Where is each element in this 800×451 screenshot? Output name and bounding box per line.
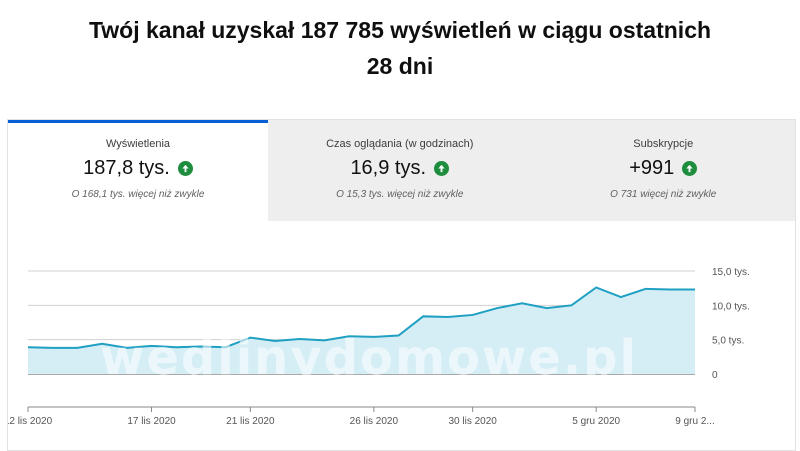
y-tick-label: 15,0 tys. <box>712 267 750 278</box>
y-tick-label: 5,0 tys. <box>712 336 744 347</box>
arrow-up-icon <box>682 161 697 176</box>
page-headline: Twój kanał uzyskał 187 785 wyświetleń w … <box>0 12 800 84</box>
arrow-up-icon <box>434 161 449 176</box>
headline-line-2: 28 dni <box>0 48 800 84</box>
tab-title: Czas oglądania (w godzinach) <box>268 138 532 150</box>
y-tick-label: 0 <box>712 370 718 381</box>
x-tick-label: 5 gru 2020 <box>572 416 620 427</box>
tab-comparison: O 731 więcej niż zwykle <box>532 189 796 200</box>
x-tick-label: 26 lis 2020 <box>350 416 399 427</box>
tab-value: +991 <box>629 157 674 180</box>
views-chart-svg: 15,0 tys. 10,0 tys. 5,0 tys. 0 12 lis 2020 17… <box>8 221 795 450</box>
headline-line-1: Twój kanał uzyskał 187 785 wyświetleń w … <box>0 12 800 48</box>
tab-title: Wyświetlenia <box>8 138 268 150</box>
series-area <box>28 287 695 374</box>
arrow-up-icon <box>178 161 193 176</box>
views-chart: 15,0 tys. 10,0 tys. 5,0 tys. 0 12 lis 2020 17… <box>8 221 795 450</box>
metric-tabs: Wyświetlenia 187,8 tys. O 168,1 tys. wię… <box>8 120 795 221</box>
x-tick-label: 30 lis 2020 <box>448 416 497 427</box>
tab-title: Subskrypcje <box>532 138 796 150</box>
y-tick-label: 10,0 tys. <box>712 301 750 312</box>
tab-comparison: O 168,1 tys. więcej niż zwykle <box>8 189 268 200</box>
tab-value: 187,8 tys. <box>83 157 170 180</box>
tab-watch-time[interactable]: Czas oglądania (w godzinach) 16,9 tys. O… <box>268 120 532 221</box>
tab-subscriptions[interactable]: Subskrypcje +991 O 731 więcej niż zwykle <box>532 120 796 221</box>
x-tick-label: 21 lis 2020 <box>226 416 275 427</box>
x-tick-label: 9 gru 2... <box>675 416 714 427</box>
x-tick-label: 12 lis 2020 <box>8 416 53 427</box>
tab-comparison: O 15,3 tys. więcej niż zwykle <box>268 189 532 200</box>
analytics-card: Wyświetlenia 187,8 tys. O 168,1 tys. wię… <box>7 119 796 451</box>
tab-value: 16,9 tys. <box>350 157 426 180</box>
x-tick-label: 17 lis 2020 <box>127 416 176 427</box>
tab-views[interactable]: Wyświetlenia 187,8 tys. O 168,1 tys. wię… <box>8 120 268 221</box>
